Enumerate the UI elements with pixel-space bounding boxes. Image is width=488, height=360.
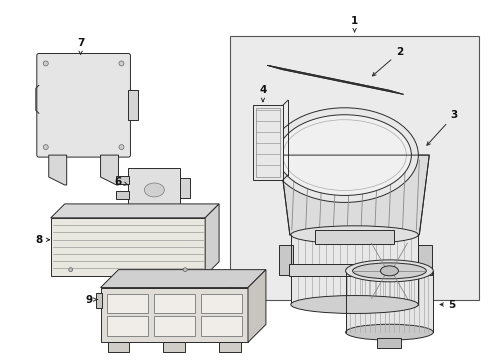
Ellipse shape [43,145,48,150]
Ellipse shape [352,263,426,279]
Bar [255,108,279,177]
Polygon shape [51,204,219,218]
Text: 6: 6 [115,177,127,187]
Polygon shape [279,155,428,235]
Ellipse shape [183,268,187,272]
Polygon shape [101,155,118,185]
Ellipse shape [119,145,124,150]
Bar [201,316,242,336]
Polygon shape [267,66,403,94]
Text: 3: 3 [426,110,457,145]
Bar [252,105,282,180]
Polygon shape [101,270,265,288]
Bar [51,218,205,276]
Text: 7: 7 [77,37,84,54]
Bar [106,293,147,314]
Ellipse shape [345,260,432,282]
Bar [278,245,292,275]
Bar [153,316,194,336]
Ellipse shape [380,266,398,276]
Bar [95,293,102,307]
Ellipse shape [290,226,417,244]
Bar [417,245,431,275]
Text: 8: 8 [35,235,50,245]
Polygon shape [49,155,66,185]
Ellipse shape [290,296,417,314]
Text: 4: 4 [259,85,266,102]
Text: 1: 1 [350,15,358,32]
Bar [64,204,219,262]
Bar [229,36,478,300]
Polygon shape [247,270,265,342]
Ellipse shape [68,268,73,272]
Bar [288,264,420,276]
Ellipse shape [43,61,48,66]
Bar [101,288,247,342]
Ellipse shape [144,183,164,197]
Text: 5: 5 [439,300,455,310]
Text: 9: 9 [85,294,98,305]
Bar [153,293,194,314]
Bar [116,191,129,199]
Bar [290,235,417,305]
Bar [345,271,432,333]
Bar [219,342,241,352]
Bar [201,293,242,314]
Ellipse shape [277,115,410,195]
Bar [163,342,185,352]
Ellipse shape [345,324,432,340]
Bar [106,316,147,336]
Bar [377,338,401,348]
Bar [107,342,129,352]
FancyBboxPatch shape [37,54,130,157]
Bar [314,230,394,244]
Ellipse shape [119,61,124,66]
Bar [128,90,138,120]
Ellipse shape [270,108,417,202]
Bar [180,178,190,198]
Text: 2: 2 [372,48,402,76]
Bar [116,176,129,184]
Polygon shape [205,204,219,276]
Bar [128,168,180,213]
